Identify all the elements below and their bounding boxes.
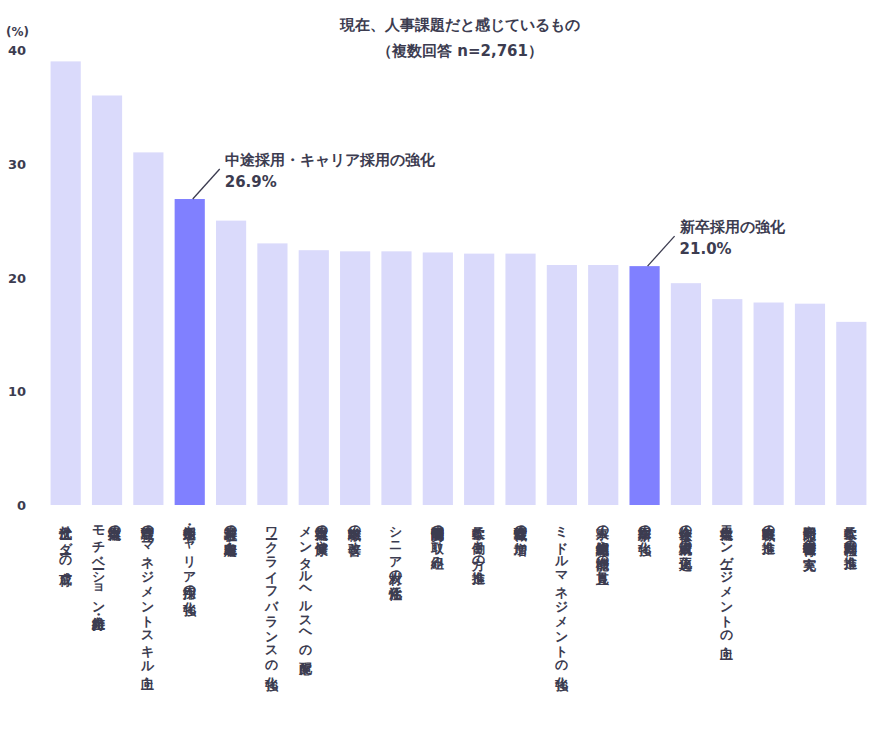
y-axis: 0 10 20 30 40	[8, 43, 44, 513]
x-tick-label-line: 若手社員の定着率向上	[224, 517, 239, 558]
x-tick-label: 従業員エンゲージメントの向上	[720, 517, 735, 660]
x-tick-label: 能力開発や教育研修機会の充実	[802, 517, 817, 572]
y-tick-label: 20	[8, 271, 26, 286]
bar	[836, 322, 866, 505]
x-tick-label-line: 従業員の健康や	[314, 517, 329, 557]
y-tick	[42, 163, 44, 164]
bar	[381, 251, 411, 505]
x-tick-label: ミドルマネジメントの強化	[554, 517, 569, 692]
y-tick	[42, 277, 44, 278]
x-tick-label: 離職率の改善	[348, 517, 363, 558]
bar	[505, 254, 535, 505]
x-tick-label-line: 従業員エンゲージメントの向上	[720, 517, 735, 660]
bar	[257, 243, 287, 505]
annotations: 中途採用・キャリア採用の強化 26.9% 新卒採用の強化 21.0%	[193, 151, 786, 266]
bar	[754, 303, 784, 505]
bar	[588, 265, 618, 505]
annotation-label: 26.9%	[225, 173, 277, 191]
bar	[216, 221, 246, 505]
bar	[671, 283, 701, 505]
x-tick-label: 若手社員の定着率向上	[224, 517, 239, 558]
x-tick-label-line: 従業員の	[108, 517, 123, 542]
y-tick-label: 40	[8, 43, 26, 58]
bar	[299, 250, 329, 505]
y-tick	[42, 50, 44, 51]
x-tick-label-line: 離職率の改善	[348, 517, 363, 558]
title: 現在、人事課題だと感じているもの	[339, 16, 580, 34]
y-axis-label: (%)	[6, 25, 29, 39]
subtitle: （複数回答 n=2,761）	[377, 42, 543, 60]
x-tick-label: 従業員の健康やメンタルヘルスへの配慮	[298, 517, 329, 676]
bar	[712, 299, 742, 505]
x-tick-label: 会社全体の人員構成の適正化	[678, 517, 693, 572]
bar	[464, 254, 494, 505]
x-tick-label-line: 新卒採用の強化	[637, 517, 652, 557]
bar	[547, 265, 577, 505]
x-tick-label-line: 労働時間削減の取り組み	[430, 517, 445, 570]
y-tick	[42, 505, 44, 506]
bars	[51, 61, 867, 505]
x-tick-label: 人事の組織体制や機能の見直し	[596, 517, 611, 586]
x-tick-label: 柔軟な働き方の推進	[472, 517, 487, 586]
x-tick-label: 新卒採用の強化	[637, 517, 652, 557]
x-axis: 次世代リーダーの育成 従業員のモチベーション維持・向上 管理職のマネジメントスキル向…	[58, 517, 859, 692]
x-tick-label: 中途採用・キャリア採用の強化	[182, 517, 197, 617]
x-tick-label-line: 柔軟な働き方の推進	[472, 517, 487, 586]
bar	[51, 61, 81, 505]
x-tick-label-line: 人事の組織体制や機能の見直し	[596, 517, 611, 586]
x-tick-label-line: ワークライフバランスの強化	[265, 517, 280, 692]
x-tick-label-line: 管理職のマネジメントスキル向上	[141, 517, 156, 690]
bar	[340, 251, 370, 505]
x-tick-label-line: 柔軟な社内異動の推進	[844, 517, 859, 571]
x-tick-label-line: 中途採用・キャリア採用の強化	[182, 517, 197, 617]
x-tick-label-line: モチベーション維持・向上	[92, 517, 107, 632]
x-tick-label-line: 戦略人事の推進	[761, 517, 776, 556]
x-tick-label-line: 会社全体の人員構成の適正化	[678, 517, 693, 572]
bar	[423, 252, 453, 505]
bar	[795, 304, 825, 505]
x-tick-label: 管理職のマネジメントスキル向上	[141, 517, 156, 690]
x-tick-label: 柔軟な社内異動の推進	[844, 517, 859, 571]
bar	[92, 96, 122, 506]
y-tick-label: 30	[8, 157, 26, 172]
bar	[175, 199, 205, 505]
chart: 現在、人事課題だと感じているもの （複数回答 n=2,761） (%) 0 10 20 30…	[0, 0, 880, 740]
annotation-text: 中途採用・キャリア採用の強化	[225, 151, 436, 169]
x-tick-label-line: 女性管理職の増加	[513, 517, 528, 557]
bar	[629, 266, 659, 505]
x-tick-label: 次世代リーダーの育成	[58, 517, 73, 588]
x-tick-label: 労働時間削減の取り組み	[430, 517, 445, 570]
bar	[133, 152, 163, 505]
x-tick-label-line: ミドルマネジメントの強化	[554, 517, 569, 692]
y-tick	[42, 391, 44, 392]
annotation-leader	[648, 236, 675, 266]
x-tick-label: ワークライフバランスの強化	[265, 517, 280, 692]
x-tick-label: 女性管理職の増加	[513, 517, 528, 557]
annotation-text: 新卒採用の強化	[679, 218, 786, 236]
annotation-leader	[193, 169, 220, 199]
x-tick-label-line: メンタルヘルスへの配慮	[298, 517, 313, 676]
annotation-label: 21.0%	[680, 240, 732, 258]
y-tick-label: 10	[8, 384, 26, 399]
x-tick-label: 戦略人事の推進	[761, 517, 776, 556]
x-tick-label: 従業員のモチベーション維持・向上	[92, 517, 123, 632]
x-tick-label-line: 次世代リーダーの育成	[58, 517, 73, 588]
x-tick-label-line: 能力開発や教育研修機会の充実	[802, 517, 817, 572]
x-tick-label: シニア人材の活性化	[389, 517, 404, 602]
x-tick-label-line: シニア人材の活性化	[389, 517, 404, 602]
y-tick-label: 0	[17, 498, 26, 513]
